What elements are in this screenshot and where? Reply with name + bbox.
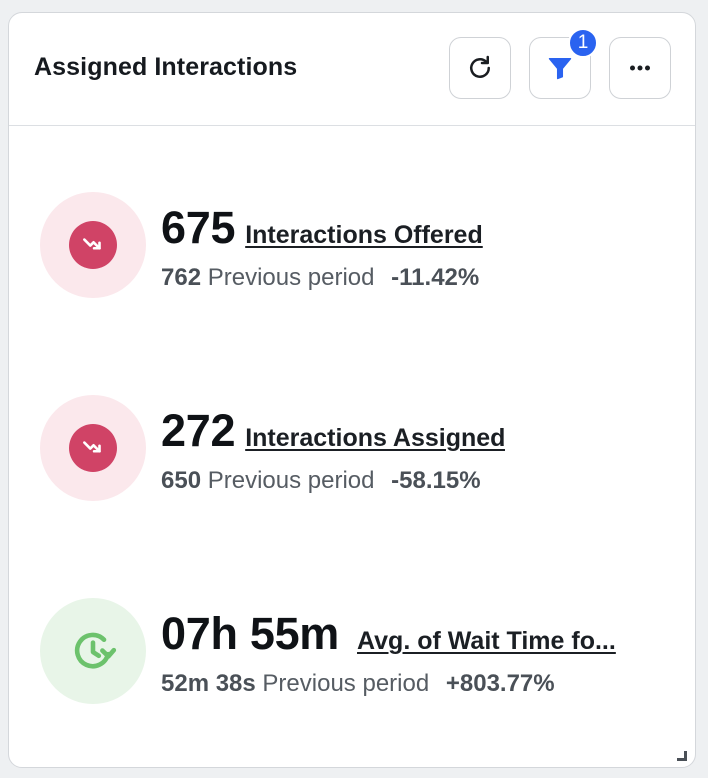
metric-value: 272 (161, 405, 236, 456)
previous-value: 762 (161, 264, 202, 291)
change-percent: -11.42% (391, 264, 480, 291)
more-options-button[interactable] (609, 37, 671, 99)
trend-down-icon (83, 238, 101, 250)
metric-comparison: 650 Previous period -58.15% (161, 467, 481, 495)
metric-interactions-offered: 675 Interactions Offered 762 Previous pe… (40, 192, 680, 298)
metric-value: 675 (161, 202, 236, 253)
resize-handle-icon[interactable] (677, 751, 687, 761)
filter-icon (548, 57, 572, 80)
previous-label: Previous period (262, 670, 430, 697)
change-percent: -58.15% (391, 467, 481, 494)
refresh-icon (470, 55, 490, 78)
metric-label-link[interactable]: Interactions Assigned (245, 424, 506, 452)
metric-label-link[interactable]: Avg. of Wait Time fo... (357, 627, 616, 655)
previous-label: Previous period (207, 264, 375, 291)
metric-icon-container (40, 192, 146, 298)
trend-down-icon (83, 441, 101, 453)
filter-count-badge: 1 (568, 28, 598, 58)
filter-button[interactable]: 1 (529, 28, 598, 99)
metric-comparison: 762 Previous period -11.42% (161, 264, 479, 292)
metric-label-link[interactable]: Interactions Offered (245, 221, 483, 249)
metric-icon-container (40, 598, 146, 704)
refresh-button[interactable] (449, 37, 511, 99)
widget-title: Assigned Interactions (34, 53, 298, 81)
previous-value: 52m 38s (161, 670, 256, 697)
previous-label: Previous period (207, 467, 375, 494)
metric-avg-wait-time: 07h 55m Avg. of Wait Time fo... 52m 38s … (40, 598, 680, 704)
metric-icon-container (40, 395, 146, 501)
assigned-interactions-widget: Assigned Interactions 1 (8, 12, 696, 768)
metric-interactions-assigned: 272 Interactions Assigned 650 Previous p… (40, 395, 680, 501)
metric-comparison: 52m 38s Previous period +803.77% (161, 670, 555, 698)
widget-header: Assigned Interactions 1 (9, 13, 695, 126)
change-percent: +803.77% (445, 670, 555, 697)
previous-value: 650 (161, 467, 202, 494)
metric-value: 07h 55m (161, 608, 340, 659)
clock-refresh-icon (74, 632, 117, 669)
more-horizontal-icon (630, 65, 650, 71)
